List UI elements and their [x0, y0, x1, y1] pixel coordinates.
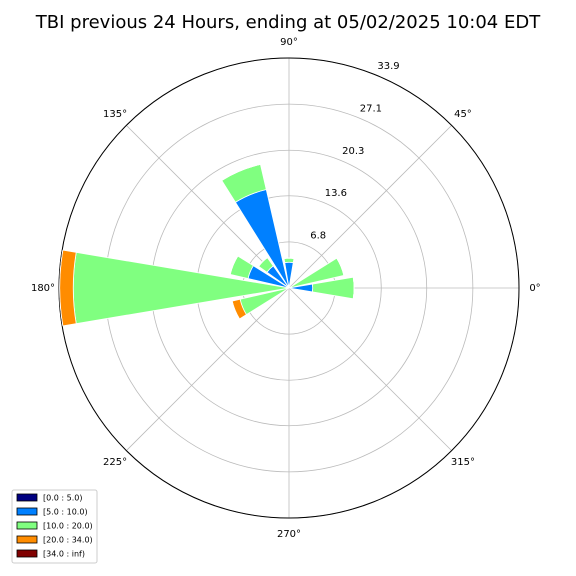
angle-tick-label: 0°	[529, 283, 540, 294]
outer-frame	[58, 57, 520, 519]
chart-title: TBI previous 24 Hours, ending at 05/02/2…	[35, 12, 541, 33]
radial-tick-label: 6.8	[310, 231, 326, 242]
legend-label: [0.0 : 5.0)	[43, 494, 82, 503]
angle-tick-label: 135°	[103, 109, 127, 120]
legend-swatch	[16, 521, 38, 530]
legend-label: [5.0 : 10.0)	[43, 508, 88, 517]
angle-tick-label: 225°	[103, 457, 127, 468]
legend-swatch	[16, 535, 38, 544]
grid-spoke	[288, 287, 452, 451]
legend-swatch	[16, 493, 38, 502]
bar-segment	[352, 277, 355, 299]
grid-spoke	[126, 287, 290, 451]
legend-swatch	[16, 549, 38, 558]
legend-swatch	[16, 507, 38, 516]
radial-tick-label: 27.1	[360, 103, 382, 114]
angle-tick-label: 180°	[31, 283, 55, 294]
angle-tick-label: 270°	[277, 529, 301, 540]
angle-tick-label: 315°	[451, 457, 475, 468]
bar-segment	[283, 257, 295, 264]
angle-tick-label: 90°	[280, 37, 298, 48]
legend-label: [34.0 : inf)	[43, 550, 85, 559]
legend-label: [20.0 : 34.0)	[43, 536, 93, 545]
bar-segment	[336, 257, 345, 276]
radial-tick-label: 20.3	[342, 146, 364, 157]
angle-tick-label: 45°	[454, 109, 472, 120]
grid-spoke	[288, 125, 452, 289]
radial-tick-label: 13.6	[325, 188, 347, 199]
grid-spoke	[126, 125, 290, 289]
radial-tick-label: 33.9	[377, 61, 399, 72]
bar-segment	[72, 251, 290, 325]
legend-label: [10.0 : 20.0)	[43, 522, 93, 531]
